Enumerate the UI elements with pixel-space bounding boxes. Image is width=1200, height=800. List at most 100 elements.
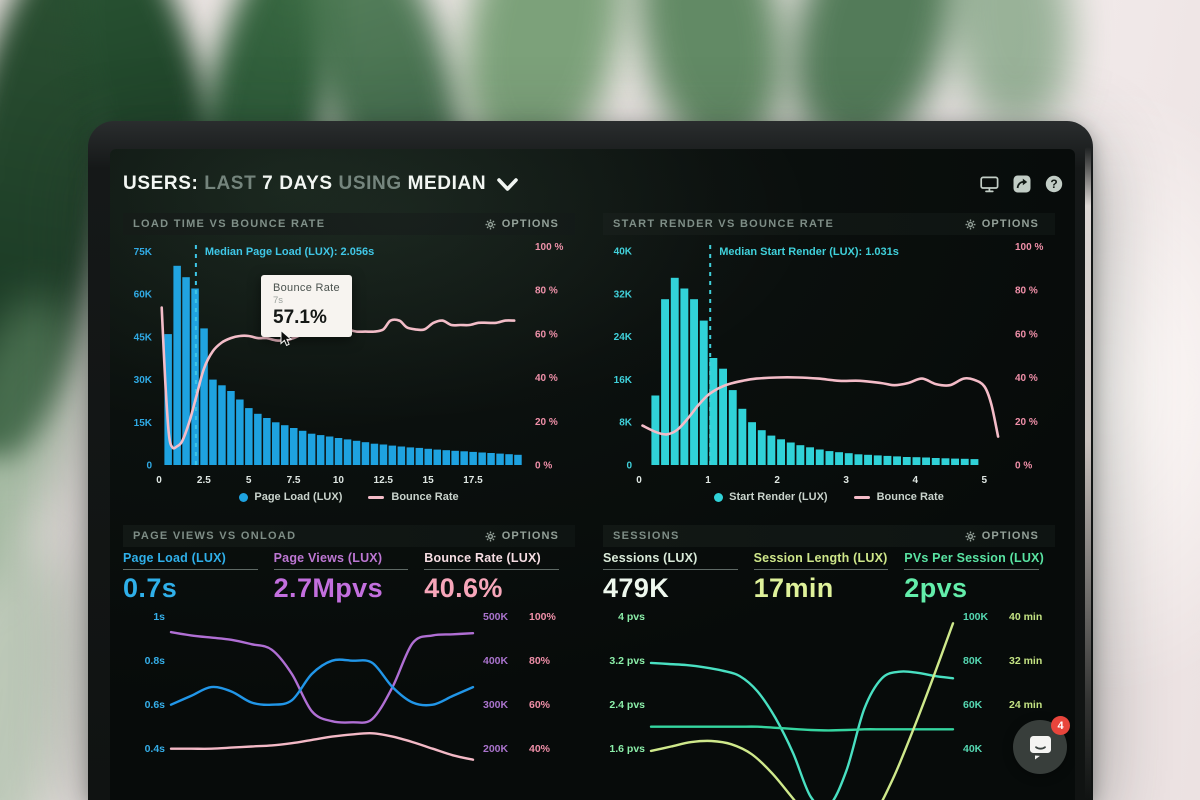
options-button[interactable]: OPTIONS	[479, 529, 565, 543]
metric-value: 2.7Mpvs	[273, 573, 383, 603]
panel-header: LOAD TIME VS BOUNCE RATE OPTIONS	[123, 213, 575, 235]
title-last: LAST	[198, 173, 263, 194]
gear-icon	[485, 219, 496, 229]
svg-text:20 %: 20 %	[535, 417, 558, 428]
svg-text:5: 5	[246, 475, 252, 486]
svg-text:24 min: 24 min	[1009, 699, 1042, 711]
svg-text:2.4 pvs: 2.4 pvs	[609, 699, 645, 711]
tooltip-x-value: 7s	[273, 295, 284, 306]
options-button[interactable]: OPTIONS	[479, 217, 565, 231]
svg-text:80 %: 80 %	[535, 286, 558, 297]
panel-start-render: START RENDER VS BOUNCE RATE OPTIONS 0 8K 1…	[603, 213, 1055, 507]
svg-text:60 %: 60 %	[535, 329, 558, 340]
svg-text:7.5: 7.5	[287, 475, 301, 486]
svg-text:0 %: 0 %	[535, 461, 552, 472]
start-render-histogram-chart[interactable]: 0 8K 16K 24K 32K 40K 0 % 20 % 40 % 60 % 80 % 100 % 0…	[603, 235, 1055, 487]
svg-text:0: 0	[626, 461, 632, 472]
svg-text:32 min: 32 min	[1009, 655, 1042, 667]
metric-row: Page Load (LUX) 0.7s Page Views (LUX) 2.…	[123, 551, 575, 603]
chart-legend: Page Load (LUX) Bounce Rate	[123, 487, 575, 507]
svg-text:300K: 300K	[483, 699, 509, 711]
metric-underline	[123, 569, 258, 570]
metric-label: Session Length (LUX)	[753, 551, 888, 565]
sessions-line-chart[interactable]: 4 pvs 100K 40 min 3.2 pvs 80K 32 min 2.4 pvs 60…	[603, 603, 1055, 800]
metric-label: Bounce Rate (LUX)	[424, 551, 541, 565]
svg-text:32K: 32K	[614, 289, 633, 300]
help-icon[interactable]: ?	[1045, 175, 1063, 193]
svg-text:80K: 80K	[963, 655, 983, 667]
gear-icon	[965, 531, 976, 541]
metric-row: Sessions (LUX) 479K Session Length (LUX)…	[603, 551, 1055, 603]
chart-area: 0 8K 16K 24K 32K 40K 0 % 20 % 40 % 60 % 80 % 100 % 0…	[603, 235, 1055, 487]
title-median: MEDIAN	[407, 173, 487, 194]
metric-label: Sessions (LUX)	[603, 551, 698, 565]
svg-text:100K: 100K	[963, 611, 989, 623]
panel-title: START RENDER VS BOUNCE RATE	[613, 218, 835, 230]
panel-page-views: PAGE VIEWS VS ONLOAD OPTIONS Page Load (…	[123, 525, 575, 800]
svg-text:1.6 pvs: 1.6 pvs	[609, 743, 645, 755]
panel-load-time: LOAD TIME VS BOUNCE RATE OPTIONS 0 15K 30K…	[123, 213, 575, 507]
svg-text:4: 4	[912, 475, 918, 486]
svg-text:4 pvs: 4 pvs	[618, 611, 645, 623]
legend-label: Page Load (LUX)	[254, 491, 343, 503]
dashboard-screen: USERS: LAST 7 DAYS USING MEDIAN ?	[110, 149, 1075, 800]
page-title: USERS: LAST 7 DAYS USING MEDIAN	[123, 173, 486, 195]
panel-title: PAGE VIEWS VS ONLOAD	[133, 530, 297, 542]
laptop: USERS: LAST 7 DAYS USING MEDIAN ?	[88, 121, 1093, 800]
svg-text:20 %: 20 %	[1015, 417, 1038, 428]
legend-item[interactable]: Bounce Rate	[368, 491, 459, 503]
svg-text:80%: 80%	[529, 655, 551, 667]
svg-text:40K: 40K	[963, 743, 983, 755]
chat-widget-button[interactable]: 4	[1013, 716, 1070, 774]
page-views-line-chart[interactable]: 1s 500K 100% 0.8s 400K 80% 0.6s 300K 60% 0.4s 200K…	[123, 603, 575, 800]
svg-text:0: 0	[146, 461, 152, 472]
gear-icon	[485, 531, 496, 541]
metric-page-views: Page Views (LUX) 2.7Mpvs	[273, 551, 425, 603]
mouse-cursor-icon	[280, 329, 293, 352]
legend-label: Bounce Rate	[876, 491, 944, 503]
panel-grid: LOAD TIME VS BOUNCE RATE OPTIONS 0 15K 30K…	[123, 213, 1063, 800]
metric-label: Page Load (LUX)	[123, 551, 227, 565]
svg-text:Median Start Render (LUX): 1.0: Median Start Render (LUX): 1.031s	[719, 246, 899, 258]
chart-tooltip: Bounce Rate 7s 57.1%	[261, 275, 352, 337]
load-time-histogram-chart[interactable]: 0 15K 30K 45K 60K 75K 0 % 20 % 40 % 60 % 80 % 100 %…	[123, 235, 575, 487]
svg-text:0.4s: 0.4s	[145, 743, 166, 755]
svg-text:60%: 60%	[529, 699, 551, 711]
options-button[interactable]: OPTIONS	[959, 529, 1045, 543]
svg-text:45K: 45K	[134, 332, 153, 343]
display-icon[interactable]	[980, 175, 999, 193]
svg-text:24K: 24K	[614, 332, 633, 343]
svg-text:5: 5	[982, 475, 988, 486]
svg-text:40 %: 40 %	[1015, 373, 1038, 384]
svg-text:60K: 60K	[963, 699, 983, 711]
legend-item[interactable]: Page Load (LUX)	[239, 491, 342, 503]
legend-item[interactable]: Start Render (LUX)	[714, 491, 828, 503]
share-icon[interactable]	[1013, 175, 1031, 193]
options-button[interactable]: OPTIONS	[959, 217, 1045, 231]
metric-bounce-rate: Bounce Rate (LUX) 40.6%	[424, 551, 575, 603]
chart-area: 0 15K 30K 45K 60K 75K 0 % 20 % 40 % 60 % 80 % 100 %…	[123, 235, 575, 487]
metric-value: 479K	[603, 573, 670, 603]
svg-text:3.2 pvs: 3.2 pvs	[609, 655, 645, 667]
svg-text:Median Page Load (LUX): 2.056s: Median Page Load (LUX): 2.056s	[205, 246, 374, 258]
svg-text:8K: 8K	[619, 418, 633, 429]
svg-text:0: 0	[636, 475, 642, 486]
metric-pvs-per-session: PVs Per Session (LUX) 2pvs	[904, 551, 1055, 603]
chart-legend: Start Render (LUX) Bounce Rate	[603, 487, 1055, 507]
chevron-down-icon[interactable]	[496, 177, 519, 192]
svg-text:200K: 200K	[483, 743, 509, 755]
svg-text:40K: 40K	[614, 247, 633, 258]
svg-text:100 %: 100 %	[1015, 242, 1043, 253]
legend-item[interactable]: Bounce Rate	[853, 491, 944, 503]
svg-text:12.5: 12.5	[374, 475, 394, 486]
metric-label: PVs Per Session (LUX)	[904, 551, 1044, 565]
metric-sessions: Sessions (LUX) 479K	[603, 551, 754, 603]
metric-label: Page Views (LUX)	[273, 551, 383, 565]
laptop-edge-highlight	[1085, 147, 1091, 800]
svg-text:0: 0	[156, 475, 162, 486]
legend-label: Bounce Rate	[391, 491, 459, 503]
panel-title: LOAD TIME VS BOUNCE RATE	[133, 218, 326, 230]
svg-text:2: 2	[774, 475, 780, 486]
svg-text:100%: 100%	[529, 611, 557, 623]
svg-text:17.5: 17.5	[463, 475, 483, 486]
